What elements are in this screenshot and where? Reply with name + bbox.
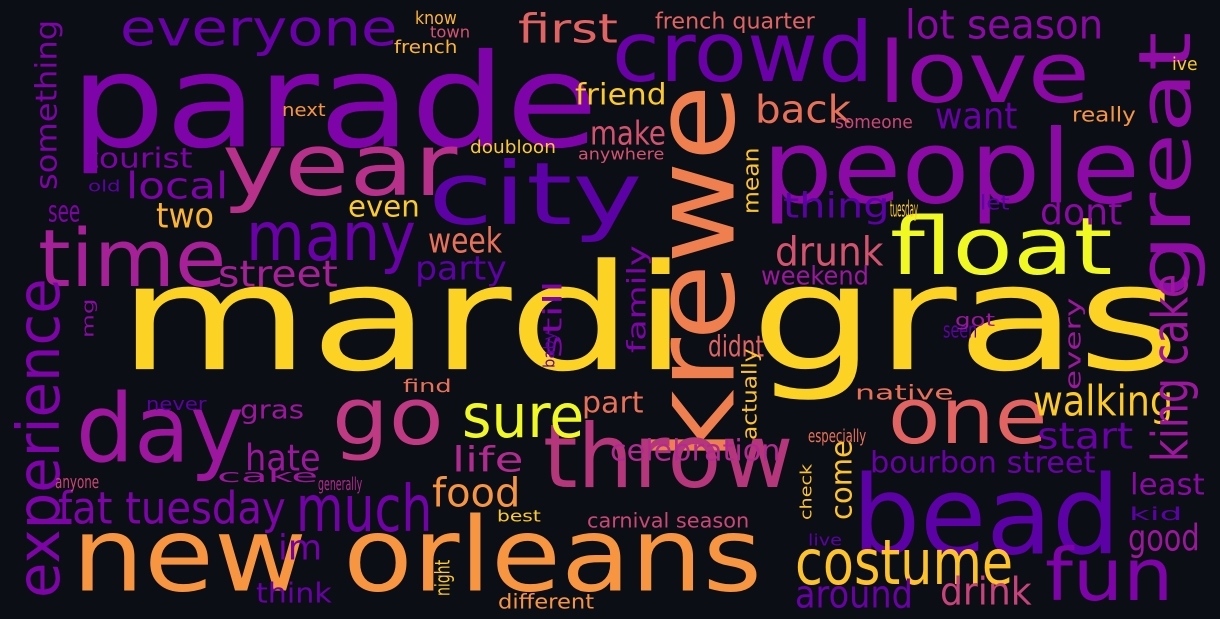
word-mean: mean (737, 147, 765, 214)
word-city: city (428, 144, 643, 245)
word-make: make (590, 114, 666, 153)
word-go: go (332, 371, 444, 464)
word-someone: someone (835, 111, 913, 132)
word-two: two (156, 196, 214, 237)
word-mg: mg (79, 298, 98, 338)
word-see: see (48, 193, 81, 230)
word-town: town (430, 23, 471, 42)
word-experience: experience (4, 278, 74, 598)
word-know: know (415, 7, 457, 28)
word-carnival-season: carnival season (587, 509, 750, 534)
word-party: party (415, 249, 507, 288)
word-back: back (755, 88, 852, 133)
word-least: least (1130, 466, 1205, 503)
word-im: im (278, 528, 323, 569)
word-crowd: crowd (612, 4, 874, 101)
word-even: even (348, 188, 420, 225)
word-drunk: drunk (775, 228, 884, 276)
word-life: life (452, 440, 524, 481)
word-costume: costume (795, 527, 1014, 600)
word-week: week (428, 221, 503, 262)
word-anywhere: anywhere (578, 145, 665, 164)
word-mardi-gras: mardi gras (118, 231, 1180, 404)
word-tourist: tourist (86, 142, 193, 176)
word-new-orleans: new orleans (72, 496, 762, 616)
word-drink: drink (940, 570, 1032, 615)
word-really: really (1072, 103, 1136, 128)
word-sure: sure (462, 382, 585, 453)
word-live: live (808, 531, 842, 550)
word-street: street (218, 252, 338, 296)
word-best: best (497, 507, 541, 526)
word-time: time (38, 213, 227, 306)
word-love: love (878, 24, 1091, 123)
word-different: different (498, 590, 595, 615)
word-first: first (518, 5, 618, 53)
word-come: come (823, 440, 860, 520)
word-local: local (126, 164, 229, 208)
word-kid: kid (1129, 503, 1183, 524)
word-celebration: celebration (610, 432, 781, 469)
word-throw: throw (543, 406, 794, 509)
word-hate: hate (245, 436, 321, 480)
word-float: float (890, 201, 1113, 294)
word-something: something (28, 19, 65, 191)
word-parade: parade (70, 27, 599, 178)
word-start: start (1037, 414, 1134, 458)
word-year: year (222, 115, 458, 216)
word-cake: cake (217, 465, 319, 486)
word-weekend: weekend (761, 260, 869, 292)
word-fat-tuesday: fat tuesday (58, 481, 286, 535)
word-dont: dont (1040, 190, 1123, 234)
word-thing: thing (783, 186, 890, 227)
word-around: around (795, 573, 913, 618)
word-baby: baby (540, 331, 559, 368)
word-one: one (888, 370, 1048, 462)
word-want: want (935, 94, 1018, 138)
word-lot-season: lot season (905, 1, 1104, 49)
word-good: good (1128, 516, 1200, 560)
word-think: think (256, 577, 332, 611)
word-many: many (246, 197, 416, 277)
word-tuesday: tuesday (890, 195, 918, 223)
word-french: french (394, 36, 458, 57)
word-bourbon-street: bourbon street (870, 444, 1096, 481)
word-especially: especially (808, 425, 867, 446)
word-people: people (762, 109, 1141, 228)
word-ive: ive (1172, 53, 1198, 74)
word-anyone: anyone (55, 471, 100, 492)
word-much: much (296, 471, 433, 547)
word-part: part (582, 384, 644, 421)
word-every: every (1059, 297, 1087, 390)
word-gras: gras (240, 394, 305, 426)
word-friend: friend (575, 76, 667, 113)
word-bead: bead (852, 454, 1121, 580)
word-day: day (76, 375, 245, 485)
word-food: food (432, 469, 521, 517)
word-family: family (621, 245, 653, 353)
word-next: next (282, 99, 326, 120)
word-got: got (955, 309, 996, 330)
word-seen: seen (943, 316, 978, 344)
word-french-quarter: french quarter (655, 7, 815, 35)
word-walking: walking (1033, 377, 1174, 427)
word-everyone: everyone (120, 0, 398, 58)
word-let: let (980, 191, 1010, 216)
word-fun: fun (1045, 533, 1174, 618)
word-old: old (88, 177, 121, 196)
word-never: never (146, 393, 207, 414)
word-find: find (403, 375, 452, 396)
word-native: native (855, 381, 954, 406)
word-king-cake: king cake (1140, 273, 1200, 462)
word-actually: actually (738, 348, 763, 440)
word-night: night (431, 559, 456, 596)
word-doubloon: doubloon (470, 136, 556, 157)
word-generally: generally (318, 473, 363, 494)
word-check: check (797, 463, 816, 520)
word-didnt: didnt (708, 328, 765, 365)
